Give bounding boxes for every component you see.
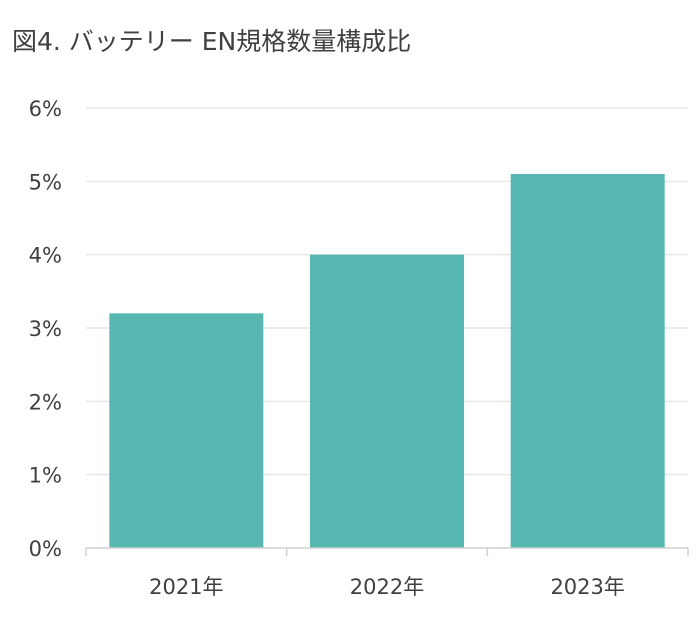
- y-tick-label: 0%: [29, 537, 62, 561]
- y-axis-ticks: 0% 1% 2% 3% 4% 5% 6%: [29, 97, 62, 561]
- x-axis: [85, 547, 689, 556]
- bar: [109, 313, 264, 548]
- bars: [109, 174, 665, 548]
- bar: [510, 174, 665, 548]
- y-tick-label: 1%: [29, 464, 62, 488]
- x-tick-label: 2023年: [550, 575, 624, 599]
- bar: [310, 254, 464, 548]
- x-tick-label: 2021年: [149, 575, 223, 599]
- y-tick-label: 5%: [29, 170, 62, 194]
- y-tick-label: 6%: [29, 97, 62, 121]
- y-tick-label: 4%: [29, 244, 62, 268]
- x-tick-label: 2022年: [350, 575, 424, 599]
- chart-title: 図4. バッテリー EN規格数量構成比: [12, 27, 412, 56]
- x-axis-ticks: 2021年 2022年 2023年: [149, 575, 625, 599]
- y-tick-label: 3%: [29, 317, 62, 341]
- y-tick-label: 2%: [29, 390, 62, 414]
